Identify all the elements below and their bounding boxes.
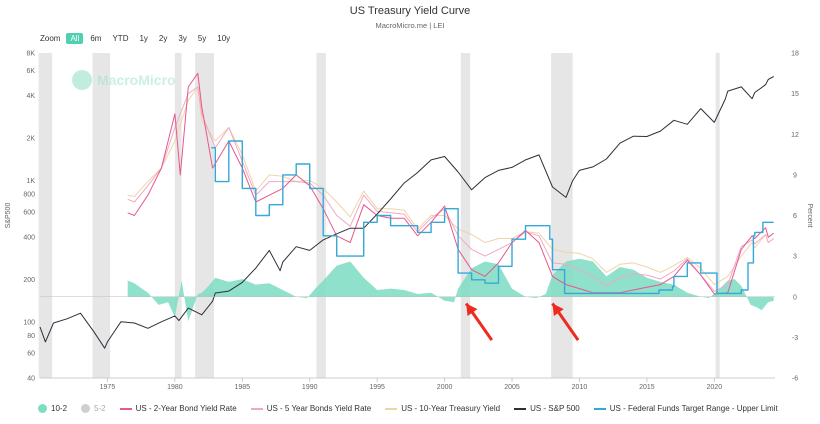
series-line-us-5-year-bonds-yield-rate — [127, 86, 775, 292]
zoom-button-6m[interactable]: 6m — [90, 34, 102, 43]
legend-item-us-2-year-bond-yield-rate[interactable]: US - 2-Year Bond Yield Rate — [119, 404, 237, 413]
chart-subtitle: MacroMicro.me | LEI — [375, 21, 445, 30]
x-tick-label-2015: 2015 — [639, 384, 655, 391]
series-line-us-federal-funds-target-range-upper-limit — [211, 140, 774, 295]
legend-item-us-5-year-bonds-yield-rate[interactable]: US - 5 Year Bonds Yield Rate — [250, 404, 372, 413]
left-tick-label-4K: 4K — [26, 93, 35, 100]
legend-item-us-federal-funds-target-range-upper-limit[interactable]: US - Federal Funds Target Range - Upper … — [593, 404, 778, 413]
legend-marker-us-10-year-treasury-yield — [385, 407, 398, 410]
legend-item-5-2[interactable]: 5-2 — [81, 404, 106, 413]
x-tick-label-2020: 2020 — [707, 384, 723, 391]
watermark-text: MacroMicro — [97, 72, 176, 88]
left-tick-label-100: 100 — [23, 319, 35, 326]
legend-item-us-10-year-treasury-yield[interactable]: US - 10-Year Treasury Yield — [385, 404, 500, 413]
legend-label-us-5-year-bonds-yield-rate: US - 5 Year Bonds Yield Rate — [266, 404, 372, 413]
legend-label-us-s-p-500: US - S&P 500 — [530, 404, 580, 413]
left-tick-label-200: 200 — [23, 277, 35, 284]
left-tick-label-400: 400 — [23, 234, 35, 241]
left-tick-label-80: 80 — [27, 333, 35, 340]
x-tick-label-1990: 1990 — [302, 384, 318, 391]
zoom-button-5y[interactable]: 5y — [197, 34, 207, 43]
left-axis-title: S&P500 — [5, 203, 12, 229]
legend-marker-10-2 — [38, 404, 47, 413]
right-tick-label--3: -3 — [792, 335, 798, 342]
recession-band-3 — [195, 53, 214, 378]
left-tick-label-60: 60 — [27, 351, 35, 358]
series-line-us-2-year-bond-yield-rate — [127, 72, 775, 295]
left-tick-label-1K: 1K — [26, 178, 35, 185]
annotation-arrow-head-1 — [552, 303, 564, 316]
left-tick-label-800: 800 — [23, 192, 35, 199]
zoom-label: Zoom — [40, 34, 61, 43]
right-tick-label-6: 6 — [793, 213, 797, 220]
right-tick-label-15: 15 — [791, 91, 799, 98]
left-tick-label-2K: 2K — [26, 136, 35, 143]
legend-marker-us-federal-funds-target-range-upper-limit — [593, 407, 606, 410]
recession-band-7 — [715, 53, 720, 378]
recession-band-2 — [174, 53, 182, 378]
zoom-button-10y[interactable]: 10y — [217, 34, 231, 43]
right-tick-label--6: -6 — [792, 376, 798, 383]
x-tick-label-2005: 2005 — [504, 384, 520, 391]
left-tick-label-600: 600 — [23, 209, 35, 216]
legend-marker-us-s-p-500 — [514, 407, 527, 410]
chart-legend: 10-2 5-2 US - 2-Year Bond Yield Rate US - 5… — [38, 404, 792, 413]
legend-label-us-2-year-bond-yield-rate: US - 2-Year Bond Yield Rate — [135, 404, 237, 413]
recession-band-1 — [92, 53, 111, 378]
right-tick-label-3: 3 — [793, 254, 797, 261]
legend-label-us-federal-funds-target-range-upper-limit: US - Federal Funds Target Range - Upper … — [609, 404, 778, 413]
zoom-button-1y[interactable]: 1y — [139, 34, 148, 43]
x-tick-label-2010: 2010 — [572, 384, 588, 391]
legend-marker-us-2-year-bond-yield-rate — [119, 407, 132, 410]
legend-label-5-2: 5-2 — [94, 404, 106, 413]
series-line-us-s-p-500 — [39, 76, 774, 349]
right-tick-label-12: 12 — [791, 132, 799, 139]
legend-item-10-2[interactable]: 10-2 — [38, 404, 67, 413]
recession-band-4 — [316, 53, 326, 378]
zoom-button-3y[interactable]: 3y — [178, 34, 187, 43]
legend-label-us-10-year-treasury-yield: US - 10-Year Treasury Yield — [401, 404, 501, 413]
left-tick-label-8K: 8K — [26, 51, 35, 58]
series-line-us-10-year-treasury-yield — [127, 86, 775, 286]
legend-marker-us-5-year-bonds-yield-rate — [250, 407, 263, 410]
zoom-button-ytd[interactable]: YTD — [112, 34, 129, 43]
right-tick-label-0: 0 — [793, 294, 797, 301]
annotation-arrow-head-0 — [466, 303, 478, 316]
right-axis-title: Percent — [806, 203, 813, 227]
x-tick-label-1975: 1975 — [100, 384, 116, 391]
legend-marker-5-2 — [81, 404, 91, 413]
x-tick-label-2000: 2000 — [437, 384, 453, 391]
recession-band-5 — [460, 53, 471, 378]
zoom-button-all[interactable]: All — [66, 33, 84, 44]
left-tick-label-6K: 6K — [26, 68, 35, 75]
right-tick-label-9: 9 — [793, 172, 797, 179]
legend-label-10-2: 10-2 — [51, 404, 68, 413]
watermark: MacroMicro — [72, 70, 176, 90]
legend-item-us-s-p-500[interactable]: US - S&P 500 — [514, 404, 580, 413]
x-tick-label-1995: 1995 — [369, 384, 385, 391]
left-tick-label-40: 40 — [27, 376, 35, 383]
chart-title: US Treasury Yield Curve — [349, 5, 471, 17]
x-tick-label-1980: 1980 — [167, 384, 183, 391]
zoom-bar: Zoom All 6m YTD 1y 2y 3y 5y 10y — [40, 33, 237, 44]
right-tick-label-18: 18 — [791, 51, 799, 58]
x-tick-label-1985: 1985 — [235, 384, 251, 391]
zoom-button-2y[interactable]: 2y — [158, 34, 168, 43]
series-area-10-2 — [127, 258, 774, 322]
macromicro-logo-icon — [72, 70, 92, 90]
